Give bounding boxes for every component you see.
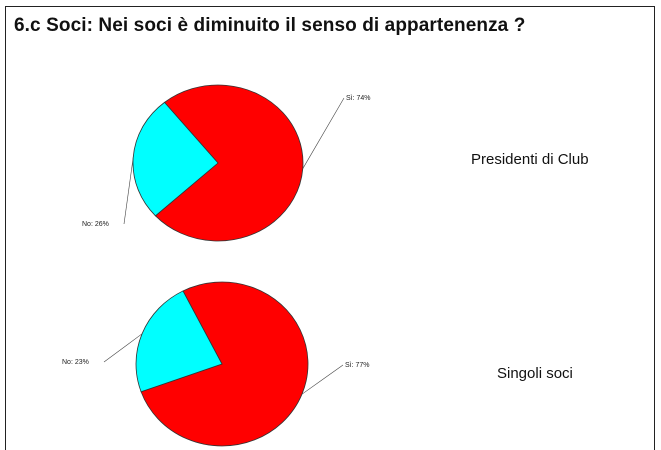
leader-line	[302, 97, 345, 169]
slide-title: 6.c Soci: Nei soci è diminuito il senso …	[14, 15, 526, 36]
slice-label: Sì: 77%	[345, 362, 370, 369]
pie-chart-members: Sì: 77% No: 23%	[62, 281, 370, 447]
pie-slice-si	[140, 281, 309, 447]
slice-label: No: 23%	[62, 359, 89, 366]
slice-label: No: 26%	[82, 221, 109, 228]
pie-slice-si	[154, 84, 304, 242]
slide-frame	[5, 6, 655, 450]
leader-line	[301, 364, 344, 395]
pie-chart-presidents: Sì: 74% No: 26%	[82, 84, 371, 242]
leader-line	[123, 157, 134, 225]
pie-slice-no	[132, 101, 219, 217]
leader-line	[103, 333, 143, 363]
group-label-members: Singoli soci	[497, 365, 573, 382]
group-label-presidents: Presidenti di Club	[471, 151, 589, 168]
pie-slice-no	[135, 290, 223, 393]
slice-label: Sì: 74%	[346, 95, 371, 102]
